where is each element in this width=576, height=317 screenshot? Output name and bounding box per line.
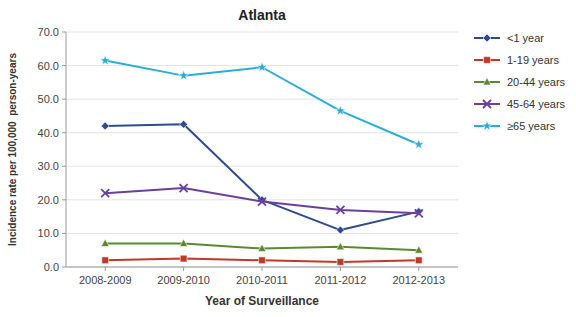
y-tick-label: 30.0 — [38, 160, 59, 172]
y-tick-label: 20.0 — [38, 194, 59, 206]
legend-label: ≥65 years — [507, 120, 556, 132]
data-point — [415, 246, 423, 253]
series — [101, 120, 423, 234]
y-axis — [66, 32, 67, 267]
legend-label: 45-64 years — [507, 98, 566, 110]
data-point — [101, 189, 109, 197]
data-point — [258, 244, 266, 251]
data-point — [336, 242, 344, 249]
y-tick — [62, 99, 66, 100]
data-point — [180, 239, 188, 246]
data-point — [180, 255, 187, 262]
data-point — [178, 70, 188, 80]
data-point — [101, 239, 109, 246]
data-point — [415, 209, 423, 217]
legend-marker — [483, 78, 491, 85]
chart-container: 0.0 10.0 20.0 30.0 40.0 50.0 60.0 70.0 2008-2009… — [0, 0, 576, 317]
legend: <1 year 1-19 years 20-44 years 45-64 years ≥… — [474, 32, 566, 132]
grid-line — [66, 32, 458, 33]
series — [101, 239, 423, 253]
data-point — [415, 257, 422, 264]
data-point — [257, 62, 267, 72]
x-tick-label: 2012-2013 — [392, 274, 445, 286]
y-tick — [62, 233, 66, 234]
data-point — [180, 184, 188, 192]
y-tick — [62, 132, 66, 133]
y-tick — [62, 65, 66, 66]
legend-label: 20-44 years — [507, 76, 566, 88]
series — [101, 184, 423, 217]
x-tick-label: 2008-2009 — [79, 274, 132, 286]
data-point — [101, 122, 109, 130]
series-line — [105, 61, 419, 145]
series-line — [105, 124, 419, 230]
chart-svg: 0.0 10.0 20.0 30.0 40.0 50.0 60.0 70.0 2008-2009… — [0, 0, 576, 317]
series — [102, 255, 422, 265]
data-point — [258, 198, 266, 206]
grid-line — [66, 99, 458, 100]
legend-marker — [483, 100, 491, 108]
legend-marker — [484, 57, 491, 64]
x-tick-label: 2010-2011 — [236, 274, 288, 286]
series — [100, 55, 424, 149]
data-point — [180, 120, 188, 128]
data-point — [414, 139, 424, 149]
data-point — [100, 55, 110, 65]
data-point — [102, 257, 109, 264]
legend-marker — [482, 121, 492, 131]
x-tick — [418, 267, 419, 271]
y-tick-label: 70.0 — [38, 26, 59, 38]
x-tick-label: 2011-2012 — [315, 274, 367, 286]
y-tick — [62, 199, 66, 200]
title: Atlanta — [238, 7, 286, 23]
x-tick-label: 2009-2010 — [157, 274, 210, 286]
x-tick — [183, 267, 184, 271]
legend-label: <1 year — [507, 32, 544, 44]
x-tick — [262, 267, 263, 271]
legend-marker — [483, 34, 491, 42]
grid-line — [66, 233, 458, 234]
x-tick — [105, 267, 106, 271]
data-point — [259, 257, 266, 264]
data-point — [336, 226, 344, 234]
y-axis-label: Incidence rate per 100,000 person-years — [7, 53, 18, 246]
grid: 0.0 10.0 20.0 30.0 40.0 50.0 60.0 70.0 — [38, 26, 458, 273]
y-tick — [62, 267, 66, 268]
y-tick — [62, 166, 66, 167]
data-point — [337, 259, 344, 266]
y-tick-label: 10.0 — [38, 227, 59, 239]
y-tick — [62, 32, 66, 33]
plot-data — [100, 55, 424, 265]
series-line — [105, 188, 419, 213]
data-point — [335, 105, 345, 115]
y-tick-label: 50.0 — [38, 93, 59, 105]
legend-label: 1-19 years — [507, 54, 559, 66]
grid-line — [66, 132, 458, 133]
y-tick-label: 60.0 — [38, 60, 59, 72]
x-tick — [340, 267, 341, 271]
grid-line — [66, 166, 458, 167]
y-tick-label: 40.0 — [38, 127, 59, 139]
data-point — [336, 206, 344, 214]
y-tick-label: 0.0 — [44, 261, 59, 273]
x-axis-label: Year of Surveillance — [205, 294, 319, 308]
